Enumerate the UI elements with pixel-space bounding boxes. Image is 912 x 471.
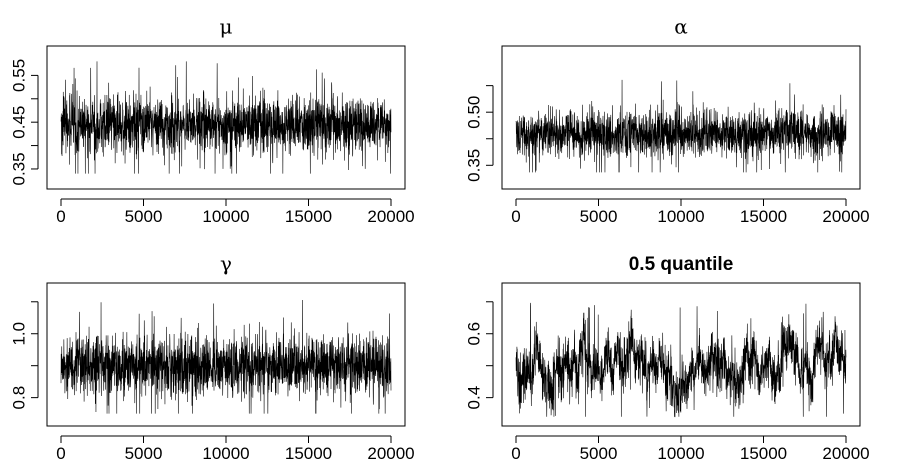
- trace-line: [515, 79, 847, 173]
- plot-frame: [501, 45, 861, 190]
- x-tick-label: 15000: [740, 207, 787, 226]
- y-tick-label: 0.6: [464, 322, 483, 346]
- x-tick-label: 5000: [580, 444, 618, 463]
- y-tick-label: 0.55: [9, 59, 28, 92]
- plot-frame: [46, 45, 406, 190]
- trace-panel-3: γ 0 5000 10000 15000 20000 0.8 1.0: [9, 252, 414, 464]
- x-tick-label: 10000: [657, 207, 704, 226]
- panel-title: γ: [220, 252, 232, 276]
- plot-frame: [46, 282, 406, 427]
- x-tick-label: 20000: [367, 207, 414, 226]
- x-tick-label: 10000: [202, 207, 249, 226]
- y-tick-label: 1.0: [9, 322, 28, 346]
- panel-title: 0.5 quantile: [629, 254, 734, 275]
- x-tick-label: 0: [56, 444, 65, 463]
- x-tick-label: 5000: [125, 444, 163, 463]
- x-tick-label: 15000: [285, 444, 332, 463]
- y-tick-label: 0.50: [464, 96, 483, 129]
- x-tick-label: 15000: [285, 207, 332, 226]
- trace-panel-2: α 0 5000 10000 15000 20000 0.35 0.50: [464, 15, 869, 227]
- x-tick-label: 0: [511, 444, 520, 463]
- x-tick-label: 0: [511, 207, 520, 226]
- trace-panel-4: 0.5 quantile 0 5000 10000 15000 20000 0.4 0.6: [464, 254, 869, 463]
- x-tick-label: 10000: [657, 444, 704, 463]
- x-tick-label: 10000: [202, 444, 249, 463]
- panel-title: μ: [220, 15, 233, 39]
- trace-line: [60, 61, 392, 174]
- x-tick-label: 5000: [580, 207, 618, 226]
- x-tick-label: 20000: [367, 444, 414, 463]
- trace-panel-1: μ 0 5000 10000 15000 20000 0.35 0.45 0.55: [9, 15, 414, 227]
- y-tick-label: 0.35: [9, 152, 28, 185]
- x-tick-label: 15000: [740, 444, 787, 463]
- y-tick-label: 0.35: [464, 149, 483, 182]
- plot-frame: [501, 282, 861, 427]
- x-tick-label: 20000: [822, 444, 869, 463]
- y-tick-label: 0.45: [9, 106, 28, 139]
- panel-title: α: [674, 15, 688, 39]
- trace-line: [515, 302, 847, 418]
- x-tick-label: 0: [56, 207, 65, 226]
- y-tick-label: 0.4: [464, 386, 483, 410]
- x-tick-label: 5000: [125, 207, 163, 226]
- y-tick-label: 0.8: [9, 386, 28, 410]
- trace-line: [60, 299, 392, 414]
- x-tick-label: 20000: [822, 207, 869, 226]
